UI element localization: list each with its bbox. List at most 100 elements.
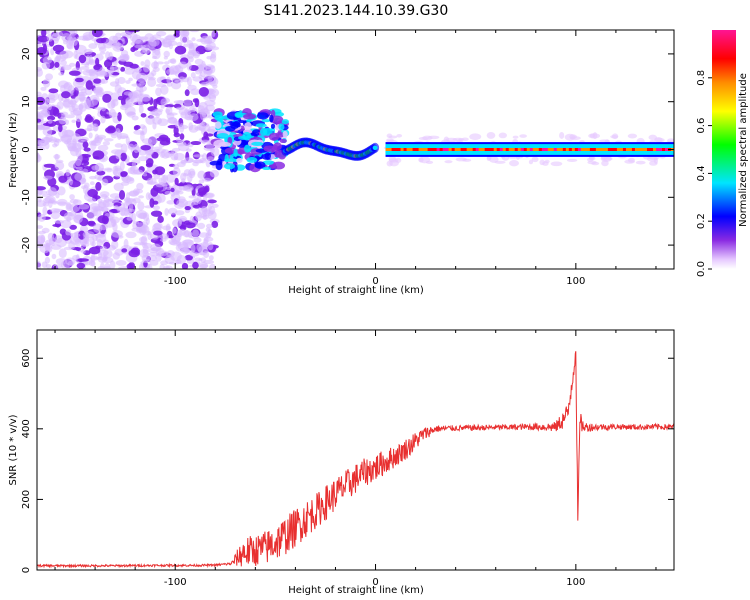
spectrogram-patch-cell: [217, 158, 223, 166]
spectrogram-noise-cell: [197, 170, 206, 180]
spectrogram-noise-cell: [189, 170, 196, 176]
spectrogram-noise-cell: [189, 219, 196, 223]
spectrogram-background-cell: [550, 161, 563, 167]
spectrogram-patch-cell: [242, 113, 257, 120]
spectrogram-noise-cell: [176, 242, 182, 247]
spectrogram-x-tick-label: -100: [164, 276, 187, 287]
spectrogram-background-cell: [559, 131, 565, 139]
spectrogram-noise-cell: [157, 118, 169, 127]
spectrogram-noise-cell: [129, 93, 135, 102]
spectrogram-noise-cell: [154, 108, 164, 113]
spectrogram-line-core: [412, 148, 417, 151]
spectrogram-noise-cell: [125, 231, 137, 239]
snr-y-tick-label: 400: [21, 419, 32, 438]
spectrogram-noise-cell: [203, 259, 215, 265]
spectrogram-noise-cell: [88, 246, 101, 255]
spectrogram-noise-cell: [113, 60, 118, 67]
spectrogram-noise-cell: [193, 237, 202, 243]
spectrogram-noise-cell: [100, 194, 108, 199]
spectrogram-noise-cell: [37, 66, 43, 72]
spectrogram-noise-cell: [190, 72, 196, 79]
spectrogram-background-cell: [654, 137, 665, 143]
spectrogram-noise-cell: [137, 201, 145, 211]
spectrogram-noise-cell: [67, 85, 75, 94]
spectrogram-noise-cell: [127, 111, 136, 116]
snr-axes: -100 0 100 0 200 400 600: [21, 330, 674, 588]
spectrogram-patch-cell: [263, 145, 276, 152]
spectrogram-noise-cell: [171, 80, 182, 90]
spectrogram-line-core: [511, 148, 516, 151]
spectrogram-noise-cell: [119, 135, 129, 139]
spectrogram-noise-cell: [159, 139, 171, 146]
spectrogram-noise-cell: [89, 181, 95, 186]
spectrogram-noise-cell: [54, 138, 62, 143]
spectrogram-noise-cell: [80, 241, 90, 248]
spectrogram-noise-cell: [93, 208, 102, 217]
spectrogram-patch-cell: [224, 154, 229, 163]
spectrogram-noise-cell: [97, 198, 103, 204]
spectrogram-noise-cell: [171, 147, 181, 152]
figure-title: S141.2023.144.10.39.G30: [264, 3, 449, 19]
spectrogram-noise-cell: [179, 133, 185, 140]
spectrogram-noise-cell: [69, 203, 81, 213]
spectrogram-noise-cell: [40, 86, 47, 91]
spectrogram-background-cell: [494, 160, 506, 164]
spectrogram-line-core: [661, 148, 666, 151]
spectrogram-patch-cell: [256, 112, 269, 120]
spectrogram-noise-cell: [78, 168, 89, 174]
spectrogram-noise-cell: [70, 133, 81, 143]
spectrogram-noise-cell: [54, 235, 63, 244]
spectrogram-noise-cell: [42, 78, 51, 88]
spectrogram-noise-cell: [137, 222, 145, 228]
spectrogram-background-cell: [418, 157, 424, 163]
spectrogram-noise-cell: [42, 122, 54, 127]
spectrogram-noise-cell: [204, 44, 213, 51]
spectrogram-noise-cell: [114, 165, 122, 172]
spectrogram-noise-cell: [65, 169, 71, 177]
spectrogram-patch-cell: [244, 122, 252, 131]
spectrogram-noise-cell: [150, 243, 162, 252]
spectrogram-noise-cell: [105, 168, 113, 173]
spectrogram-noise-cell: [138, 155, 149, 162]
spectrogram-noise-cell: [160, 98, 168, 106]
spectrogram-line-core: [496, 148, 501, 151]
spectrogram-line-core: [442, 148, 447, 151]
spectrogram-noise-cell: [172, 167, 181, 177]
spectrogram-noise-cell: [140, 144, 151, 151]
spectrogram-line-core: [421, 148, 426, 151]
spectrogram-patch-cell: [216, 133, 229, 139]
spectrogram-noise-cell: [145, 192, 151, 201]
spectrogram-noise-cell: [136, 182, 144, 190]
spectrogram-patch-cell: [250, 132, 260, 137]
spectrogram-noise-cell: [209, 263, 216, 269]
spectrogram-background-cell: [486, 131, 496, 139]
spectrogram-line-core: [430, 148, 435, 151]
spectrogram-noise-cell: [110, 99, 116, 109]
spectrogram-line-core: [469, 148, 474, 151]
spectrogram-noise-cell: [75, 166, 83, 170]
spectrogram-noise-cell: [56, 198, 68, 207]
spectrogram-noise-cell: [69, 198, 79, 204]
spectrogram-line-core: [592, 148, 597, 151]
spectrogram-noise-cell: [183, 43, 188, 48]
spectrogram-background-cell: [462, 158, 472, 162]
spectrogram-line-core: [589, 148, 594, 151]
spectrogram-noise-cell: [160, 84, 169, 95]
spectrogram-noise-cell: [188, 55, 194, 63]
spectrogram-noise-cell: [192, 50, 200, 59]
spectrogram-noise-cell: [166, 200, 176, 205]
spectrogram-noise-cell: [190, 140, 202, 146]
spectrogram-noise-cell: [182, 239, 194, 244]
spectrogram-patch-cell: [268, 132, 280, 141]
spectrogram-noise-cell: [209, 53, 217, 63]
colorbar-label: Normalized spectral amplitude: [738, 73, 749, 227]
spectrogram-line-core: [517, 148, 522, 151]
spectrogram-line-core: [400, 148, 405, 151]
snr-plot-area: [37, 330, 674, 570]
spectrogram-noise-cell: [61, 91, 71, 99]
spectrogram-noise-cell: [133, 130, 144, 135]
spectrogram-background-cell: [627, 157, 635, 163]
spectrogram-patch-cell: [244, 144, 251, 153]
spectrogram-noise-cell: [210, 146, 220, 157]
